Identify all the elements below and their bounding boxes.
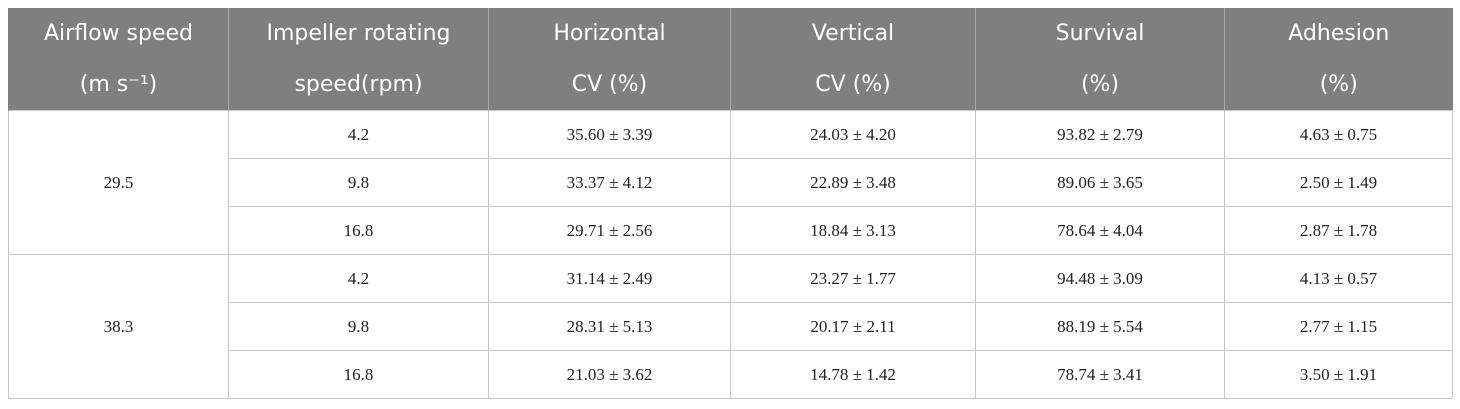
data-cell: 3.50 ± 1.91 bbox=[1224, 350, 1453, 399]
data-cell: 33.37 ± 4.12 bbox=[488, 158, 731, 207]
header-text: Impeller rotating bbox=[266, 21, 451, 46]
header-text: (m s⁻¹) bbox=[79, 72, 158, 97]
data-cell: 2.77 ± 1.15 bbox=[1224, 302, 1453, 351]
header-text: speed(rpm) bbox=[294, 72, 423, 97]
data-cell: 9.8 bbox=[228, 158, 489, 207]
header-text: Airflow speed bbox=[44, 21, 193, 46]
data-cell: 21.03 ± 3.62 bbox=[488, 350, 731, 399]
header-cell: Vertical CV (%) bbox=[730, 8, 976, 111]
header-cell: Survival (%) bbox=[975, 8, 1225, 111]
header-text: CV (%) bbox=[571, 72, 648, 97]
data-cell: 9.8 bbox=[228, 302, 489, 351]
data-cell: 20.17 ± 2.11 bbox=[730, 302, 976, 351]
data-cell: 28.31 ± 5.13 bbox=[488, 302, 731, 351]
header-row: Airflow speed (m s⁻¹) Impeller rotating spe… bbox=[8, 8, 1453, 111]
header-cell: Airflow speed (m s⁻¹) bbox=[8, 8, 229, 111]
header-cell: Adhesion (%) bbox=[1224, 8, 1453, 111]
table-row: 9.8 28.31 ± 5.13 20.17 ± 2.11 88.19 ± 5.54 2… bbox=[9, 302, 1453, 351]
header-text: Survival bbox=[1055, 21, 1145, 46]
data-cell: 2.50 ± 1.49 bbox=[1224, 158, 1453, 207]
header-text: CV (%) bbox=[815, 72, 891, 97]
data-cell: 4.2 bbox=[228, 110, 489, 159]
data-cell: 24.03 ± 4.20 bbox=[730, 110, 976, 159]
data-cell: 14.78 ± 1.42 bbox=[730, 350, 976, 399]
data-cell: 78.74 ± 3.41 bbox=[975, 350, 1225, 399]
data-cell: 88.19 ± 5.54 bbox=[975, 302, 1225, 351]
data-cell: 2.87 ± 1.78 bbox=[1224, 206, 1453, 255]
header-text: Horizontal bbox=[553, 21, 666, 46]
table-body: 29.5 4.2 35.60 ± 3.39 24.03 ± 4.20 93.82 ± 2… bbox=[8, 110, 1453, 399]
table-row: 16.8 29.71 ± 2.56 18.84 ± 3.13 78.64 ± 4.04… bbox=[9, 206, 1453, 255]
data-cell: 22.89 ± 3.48 bbox=[730, 158, 976, 207]
airflow-cell: 29.5 bbox=[8, 110, 229, 255]
airflow-cell: 38.3 bbox=[8, 254, 229, 399]
data-cell: 16.8 bbox=[228, 350, 489, 399]
data-cell: 4.13 ± 0.57 bbox=[1224, 254, 1453, 303]
table-row: 38.3 4.2 31.14 ± 2.49 23.27 ± 1.77 94.48 ± 3… bbox=[8, 254, 1453, 399]
data-cell: 4.63 ± 0.75 bbox=[1224, 110, 1453, 159]
data-cell: 89.06 ± 3.65 bbox=[975, 158, 1225, 207]
table-row: 9.8 33.37 ± 4.12 22.89 ± 3.48 89.06 ± 3.65 2… bbox=[9, 158, 1453, 207]
data-cell: 4.2 bbox=[228, 254, 489, 303]
header-text: Adhesion bbox=[1288, 21, 1390, 46]
header-cell: Horizontal CV (%) bbox=[488, 8, 731, 111]
data-cell: 18.84 ± 3.13 bbox=[730, 206, 976, 255]
table-header: Airflow speed (m s⁻¹) Impeller rotating spe… bbox=[8, 8, 1453, 111]
table-row: 16.8 21.03 ± 3.62 14.78 ± 1.42 78.74 ± 3.41… bbox=[9, 350, 1453, 399]
data-cell: 35.60 ± 3.39 bbox=[488, 110, 731, 159]
table-row: 29.5 4.2 35.60 ± 3.39 24.03 ± 4.20 93.82 ± 2… bbox=[8, 110, 1453, 255]
header-text: (%) bbox=[1319, 72, 1358, 97]
header-text: (%) bbox=[1080, 72, 1120, 97]
header-cell: Impeller rotating speed(rpm) bbox=[228, 8, 489, 111]
header-text: Vertical bbox=[811, 21, 895, 46]
data-cell: 31.14 ± 2.49 bbox=[488, 254, 731, 303]
data-cell: 94.48 ± 3.09 bbox=[975, 254, 1225, 303]
data-cell: 78.64 ± 4.04 bbox=[975, 206, 1225, 255]
data-cell: 93.82 ± 2.79 bbox=[975, 110, 1225, 159]
data-table: Airflow speed (m s⁻¹) Impeller rotating spe… bbox=[8, 8, 1453, 399]
data-cell: 23.27 ± 1.77 bbox=[730, 254, 976, 303]
data-cell: 16.8 bbox=[228, 206, 489, 255]
data-cell: 29.71 ± 2.56 bbox=[488, 206, 731, 255]
